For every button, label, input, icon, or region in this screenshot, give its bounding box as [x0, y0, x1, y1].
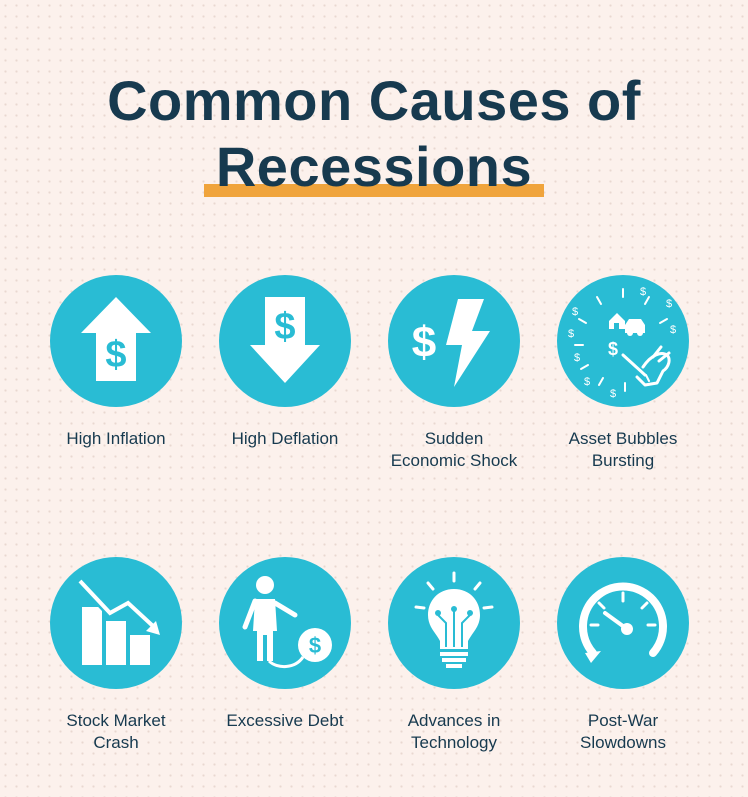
cause-icon-circle: $	[388, 275, 520, 407]
cause-icon-circle: $	[50, 275, 182, 407]
cause-sudden-economic-shock: $ Sudden Economic Shock	[369, 275, 539, 472]
cause-advances-in-technology: Advances in Technology	[369, 557, 539, 754]
title-line-1: Common Causes of	[107, 69, 641, 132]
cause-icon-circle: $	[219, 557, 351, 689]
svg-text:$: $	[608, 339, 618, 359]
svg-text:$: $	[105, 334, 126, 376]
dollar-down-arrow-icon: $	[250, 297, 320, 383]
falling-bar-chart-icon	[76, 577, 160, 665]
cause-icon-circle	[557, 557, 689, 689]
cause-label: High Deflation	[231, 429, 339, 448]
cause-label: Sudden Economic Shock	[390, 429, 518, 470]
svg-text:$: $	[610, 388, 616, 400]
cause-label: Advances in Technology	[407, 711, 501, 752]
cause-stock-market-crash: Stock Market Crash	[31, 557, 201, 754]
svg-text:$: $	[670, 324, 676, 336]
svg-text:$: $	[584, 376, 590, 388]
circuit-lightbulb-icon	[414, 571, 494, 668]
cause-asset-bubbles-bursting: $ $ $ $ $ $ $ $ $	[538, 275, 708, 472]
svg-text:$: $	[412, 318, 436, 367]
svg-text:$: $	[274, 306, 295, 348]
cause-label: Post-War Slowdowns	[580, 711, 666, 752]
cause-icon-circle: $ $ $ $ $ $ $ $ $	[557, 275, 689, 407]
dollar-lightning-icon: $	[412, 299, 490, 387]
bubble-burst-icon: $ $ $ $ $ $ $ $ $	[568, 286, 676, 400]
cause-icon-circle: $	[219, 275, 351, 407]
svg-text:$: $	[666, 298, 672, 310]
page-title: Common Causes of Recessions	[0, 68, 748, 200]
cause-label: High Inflation	[66, 429, 166, 448]
title-underline	[203, 184, 545, 197]
svg-text:$: $	[568, 328, 574, 340]
cause-icon-circle	[50, 557, 182, 689]
svg-text:$: $	[309, 633, 321, 658]
cause-high-inflation: $ High Inflation	[31, 275, 201, 450]
dollar-up-arrow-icon: $	[81, 297, 151, 381]
cause-excessive-debt: $ Excessive Debt	[200, 557, 370, 732]
cause-post-war-slowdowns: Post-War Slowdowns	[538, 557, 708, 754]
ball-and-chain-debt-icon: $	[242, 576, 332, 668]
cause-label: Stock Market Crash	[66, 711, 166, 752]
title-line-2: Recessions	[215, 135, 533, 198]
cause-label: Excessive Debt	[226, 711, 344, 730]
title-line-2-wrap: Recessions	[0, 134, 748, 200]
cause-label: Asset Bubbles Bursting	[568, 429, 678, 470]
title-highlight: Recessions	[203, 134, 545, 200]
svg-text:$: $	[640, 286, 646, 298]
cause-icon-circle	[388, 557, 520, 689]
svg-text:$: $	[574, 352, 580, 364]
speedometer-icon	[579, 582, 667, 663]
cause-high-deflation: $ High Deflation	[200, 275, 370, 450]
svg-text:$: $	[572, 306, 578, 318]
